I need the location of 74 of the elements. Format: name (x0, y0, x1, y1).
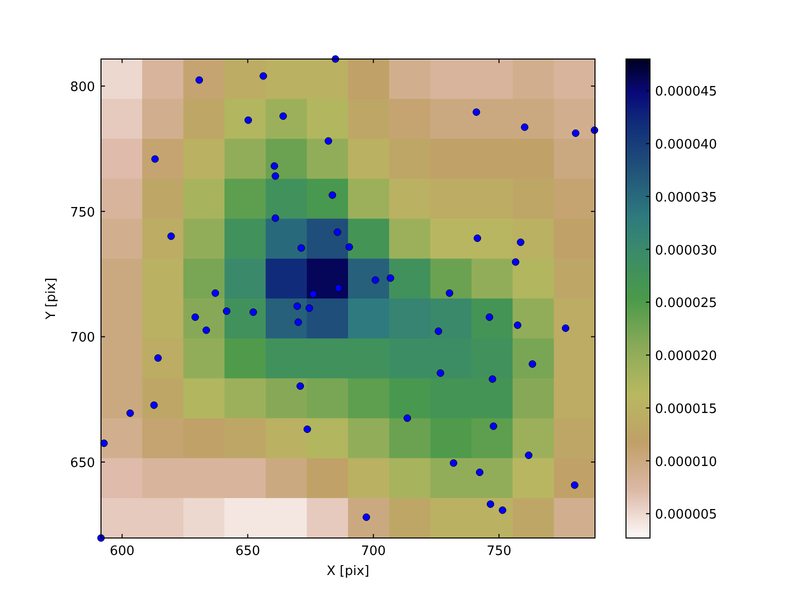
point (310, 290, 318, 298)
point (450, 459, 458, 467)
point (524, 452, 532, 460)
point (279, 112, 287, 120)
point (250, 308, 258, 316)
point (202, 326, 210, 334)
point (324, 137, 332, 145)
point (520, 123, 528, 131)
point (516, 238, 524, 246)
point (474, 234, 482, 242)
point (244, 116, 252, 124)
point (488, 375, 496, 383)
y-tick-label: 750 (70, 205, 95, 220)
x-tick-label: 750 (486, 544, 512, 559)
x-tick-label: 650 (235, 544, 260, 559)
point (294, 318, 302, 326)
point (272, 214, 280, 222)
point (572, 129, 580, 137)
y-axis-title: Y [pix] (44, 278, 59, 320)
point (328, 191, 336, 199)
color-bar-label: 0.000020 (655, 349, 718, 364)
color-bar-label: 0.000030 (655, 243, 718, 258)
point (490, 422, 498, 430)
point (404, 414, 412, 422)
point (498, 506, 506, 514)
point (562, 324, 570, 332)
point (334, 284, 342, 292)
point (512, 258, 520, 266)
point (472, 108, 480, 116)
point (436, 369, 444, 377)
point (151, 155, 159, 163)
point (386, 274, 394, 282)
point (298, 244, 306, 252)
point (296, 382, 304, 390)
point (486, 313, 494, 321)
point (346, 243, 354, 251)
point (334, 228, 342, 236)
point (304, 425, 312, 433)
point (514, 321, 522, 329)
point (528, 360, 536, 368)
point (154, 354, 162, 362)
point (306, 304, 314, 312)
point (270, 162, 278, 170)
point (372, 276, 380, 284)
point (195, 76, 203, 84)
point (191, 313, 199, 321)
color-bar-label: 0.000010 (655, 454, 718, 470)
point (126, 409, 134, 417)
point (167, 232, 175, 240)
point (260, 72, 268, 80)
x-axis-title: X [pix] (326, 564, 370, 579)
point (222, 307, 230, 315)
color-bar-label: 0.000045 (655, 84, 718, 100)
point (486, 500, 494, 508)
y-tick-label: 800 (70, 80, 95, 96)
color-bar-label: 0.000005 (655, 508, 718, 523)
point (446, 289, 454, 297)
point (293, 302, 301, 310)
y-tick-label: 650 (70, 456, 95, 472)
point (434, 327, 442, 335)
point (150, 401, 158, 409)
y-tick-label: 700 (70, 330, 95, 346)
color-bar-label: 0.000015 (655, 402, 718, 417)
point (362, 513, 370, 521)
point (212, 289, 220, 297)
point (476, 468, 484, 476)
point (272, 172, 280, 180)
x-tick-label: 600 (110, 544, 135, 559)
color-bar-label: 0.000025 (655, 296, 718, 312)
x-tick-label: 700 (360, 544, 386, 559)
color-bar-label: 0.000040 (655, 138, 718, 153)
point (570, 481, 578, 489)
point (100, 440, 108, 448)
color-bar-label: 0.000035 (655, 190, 718, 206)
